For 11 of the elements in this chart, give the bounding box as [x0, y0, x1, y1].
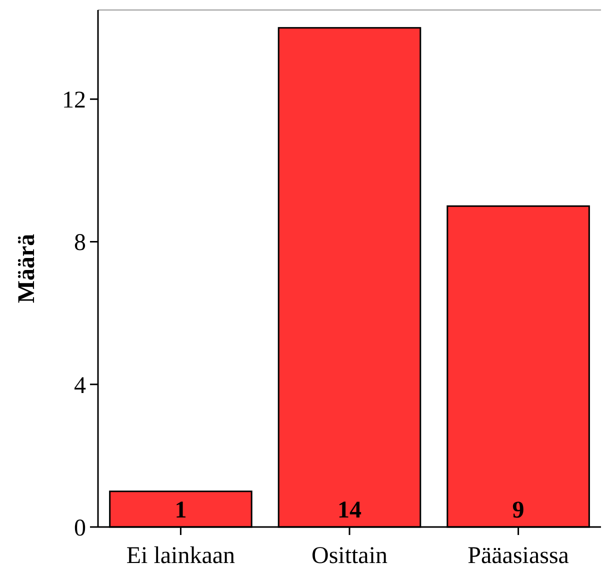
x-tick-label: Ei lainkaan [126, 543, 236, 568]
data-label: 9 [512, 497, 524, 524]
x-tick-label: Pääasiassa [468, 543, 570, 568]
y-tick-label: 12 [62, 88, 86, 114]
y-axis-title: Määrä [14, 234, 40, 304]
y-tick-label: 0 [74, 515, 86, 542]
data-label: 14 [338, 497, 362, 524]
y-tick-label: 4 [74, 372, 86, 399]
y-tick-label: 8 [74, 230, 86, 256]
x-tick-label: Osittain [312, 543, 388, 568]
data-label: 1 [174, 497, 187, 524]
